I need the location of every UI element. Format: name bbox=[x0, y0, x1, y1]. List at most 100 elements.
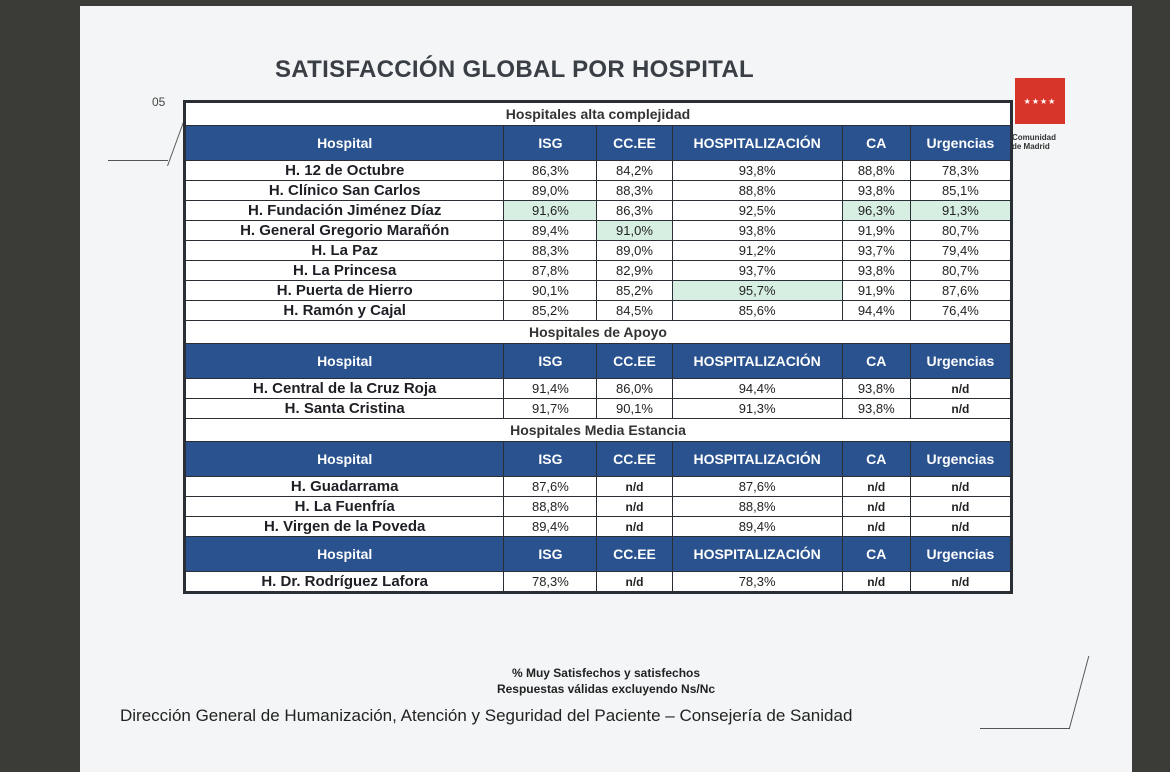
cell-ca: 93,8% bbox=[841, 180, 911, 201]
footnote-2: Respuestas válidas excluyendo Ns/Nc bbox=[496, 682, 716, 696]
cell-hospitalizacion: 89,4% bbox=[671, 516, 843, 537]
column-header-urgencias: Urgencias bbox=[909, 125, 1012, 161]
section-title-row: Hospitales de Apoyo bbox=[185, 320, 1011, 344]
hospital-name: H. Dr. Rodríguez Lafora bbox=[184, 571, 505, 592]
column-header-hospital: Hospital bbox=[184, 343, 505, 379]
table-row: H. Fundación Jiménez Díaz 91,6% 86,3% 92,5%… bbox=[184, 200, 1012, 221]
cell-isg: 89,0% bbox=[503, 180, 598, 201]
column-header-hospitalizacion: HOSPITALIZACIÓN bbox=[671, 343, 843, 379]
table-row: H. Ramón y Cajal 85,2% 84,5% 85,6% 94,4% 76,4… bbox=[184, 300, 1012, 321]
cell-hospitalizacion: 93,7% bbox=[671, 260, 843, 281]
cell-ccee: n/d bbox=[596, 496, 673, 517]
logo-text-line-2: de Madrid bbox=[1012, 142, 1050, 151]
satisfaction-table: Hospitales alta complejidad Hospital ISG CC… bbox=[183, 100, 1013, 594]
table-row: H. La Fuenfría 88,8% n/d 88,8% n/d n/d bbox=[184, 496, 1012, 517]
hospital-name: H. General Gregorio Marañón bbox=[184, 220, 505, 241]
cell-urgencias: n/d bbox=[909, 571, 1012, 592]
table-row: H. La Princesa 87,8% 82,9% 93,7% 93,8% 80,7% bbox=[184, 260, 1012, 281]
cell-ccee: 89,0% bbox=[596, 240, 673, 261]
cell-hospitalizacion: 91,3% bbox=[671, 398, 843, 419]
cell-urgencias: n/d bbox=[909, 398, 1012, 419]
cell-hospitalizacion: 95,7% bbox=[671, 280, 843, 301]
cell-urgencias: 80,7% bbox=[909, 220, 1012, 241]
cell-ccee: 84,2% bbox=[596, 160, 673, 181]
hospital-name: H. Guadarrama bbox=[184, 476, 505, 497]
cell-isg: 78,3% bbox=[503, 571, 598, 592]
cell-ccee: 88,3% bbox=[596, 180, 673, 201]
cell-ca: 88,8% bbox=[841, 160, 911, 181]
column-header-isg: ISG bbox=[503, 536, 598, 572]
column-header-ca: CA bbox=[841, 125, 911, 161]
cell-urgencias: n/d bbox=[909, 516, 1012, 537]
decorative-line bbox=[108, 116, 168, 161]
table-row: H. Virgen de la Poveda 89,4% n/d 89,4% n/d n/… bbox=[184, 516, 1012, 537]
cell-hospitalizacion: 85,6% bbox=[671, 300, 843, 321]
cell-ccee: 90,1% bbox=[596, 398, 673, 419]
column-header-hospital: Hospital bbox=[184, 441, 505, 477]
column-header-hospitalizacion: HOSPITALIZACIÓN bbox=[671, 125, 843, 161]
cell-ccee: 86,0% bbox=[596, 378, 673, 399]
credit-line: Dirección General de Humanización, Atenc… bbox=[120, 706, 853, 725]
hospital-table: Hospitales alta complejidad Hospital ISG CC… bbox=[184, 102, 1012, 592]
section-title: Hospitales de Apoyo bbox=[185, 320, 1011, 344]
cell-urgencias: 87,6% bbox=[909, 280, 1012, 301]
hospital-name: H. La Paz bbox=[184, 240, 505, 261]
hospital-name: H. Santa Cristina bbox=[184, 398, 505, 419]
column-header-urgencias: Urgencias bbox=[909, 343, 1012, 379]
cell-ca: 93,8% bbox=[841, 260, 911, 281]
header-row: Hospital ISG CC.EE HOSPITALIZACIÓN CA Urgenci… bbox=[184, 343, 1012, 379]
column-header-hospitalizacion: HOSPITALIZACIÓN bbox=[671, 536, 843, 572]
cell-ca: n/d bbox=[841, 496, 911, 517]
section-title: Hospitales alta complejidad bbox=[185, 102, 1011, 126]
hospital-name: H. Fundación Jiménez Díaz bbox=[184, 200, 505, 221]
footnote-1: % Muy Satisfechos y satisfechos bbox=[511, 666, 701, 680]
table-row: H. Puerta de Hierro 90,1% 85,2% 95,7% 91,9% 8… bbox=[184, 280, 1012, 301]
cell-ca: 94,4% bbox=[841, 300, 911, 321]
cell-ccee: n/d bbox=[596, 516, 673, 537]
cell-ca: n/d bbox=[841, 516, 911, 537]
cell-ca: 96,3% bbox=[841, 200, 911, 221]
header-row: Hospital ISG CC.EE HOSPITALIZACIÓN CA Urgenci… bbox=[184, 125, 1012, 161]
header-row: Hospital ISG CC.EE HOSPITALIZACIÓN CA Urgenci… bbox=[184, 441, 1012, 477]
table-row: H. General Gregorio Marañón 89,4% 91,0% 93,… bbox=[184, 220, 1012, 241]
cell-hospitalizacion: 92,5% bbox=[671, 200, 843, 221]
cell-urgencias: n/d bbox=[909, 496, 1012, 517]
cell-isg: 86,3% bbox=[503, 160, 598, 181]
hospital-name: H. La Princesa bbox=[184, 260, 505, 281]
column-header-ccee: CC.EE bbox=[596, 125, 673, 161]
cell-urgencias: 80,7% bbox=[909, 260, 1012, 281]
cell-ca: 93,8% bbox=[841, 378, 911, 399]
cell-hospitalizacion: 93,8% bbox=[671, 160, 843, 181]
hospital-name: H. Puerta de Hierro bbox=[184, 280, 505, 301]
decorative-line bbox=[980, 656, 1070, 729]
cell-urgencias: 76,4% bbox=[909, 300, 1012, 321]
slide: 05 SATISFACCIÓN GLOBAL POR HOSPITAL ★★★★… bbox=[80, 6, 1132, 772]
cell-urgencias: 78,3% bbox=[909, 160, 1012, 181]
cell-hospitalizacion: 94,4% bbox=[671, 378, 843, 399]
cell-ccee: 84,5% bbox=[596, 300, 673, 321]
cell-urgencias: 91,3% bbox=[909, 200, 1012, 221]
column-header-ccee: CC.EE bbox=[596, 441, 673, 477]
cell-ca: 93,8% bbox=[841, 398, 911, 419]
table-row: H. 12 de Octubre 86,3% 84,2% 93,8% 88,8% 78,3… bbox=[184, 160, 1012, 181]
cell-ccee: 82,9% bbox=[596, 260, 673, 281]
cell-ca: n/d bbox=[841, 571, 911, 592]
cell-ca: 91,9% bbox=[841, 220, 911, 241]
cell-isg: 89,4% bbox=[503, 516, 598, 537]
cell-isg: 91,6% bbox=[503, 200, 598, 221]
cell-ccee: 85,2% bbox=[596, 280, 673, 301]
cell-hospitalizacion: 87,6% bbox=[671, 476, 843, 497]
cell-urgencias: n/d bbox=[909, 476, 1012, 497]
section-title-row: Hospitales Media Estancia bbox=[185, 418, 1011, 442]
cell-ca: 93,7% bbox=[841, 240, 911, 261]
cell-isg: 91,4% bbox=[503, 378, 598, 399]
hospital-name: H. Clínico San Carlos bbox=[184, 180, 505, 201]
cell-isg: 88,3% bbox=[503, 240, 598, 261]
hospital-name: H. Virgen de la Poveda bbox=[184, 516, 505, 537]
cell-urgencias: 79,4% bbox=[909, 240, 1012, 261]
cell-hospitalizacion: 88,8% bbox=[671, 180, 843, 201]
cell-isg: 87,8% bbox=[503, 260, 598, 281]
table-row: H. La Paz 88,3% 89,0% 91,2% 93,7% 79,4% bbox=[184, 240, 1012, 261]
cell-hospitalizacion: 91,2% bbox=[671, 240, 843, 261]
column-header-ca: CA bbox=[841, 441, 911, 477]
